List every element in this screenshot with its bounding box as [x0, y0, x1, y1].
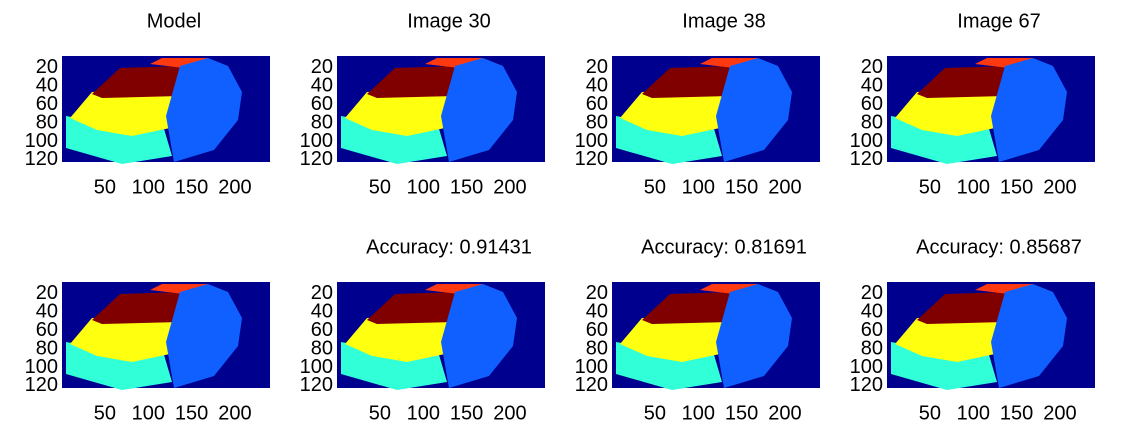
panel-title: Accuracy: 0.81691	[641, 236, 807, 258]
x-tick-label: 150	[450, 176, 483, 198]
panel-title: Image 38	[682, 10, 765, 32]
segmentation-image	[337, 56, 545, 164]
x-tick-label: 150	[1000, 176, 1033, 198]
x-tick-label: 200	[768, 402, 801, 424]
x-tick-label: 50	[369, 176, 391, 198]
x-tick-label: 200	[493, 402, 526, 424]
x-tick-label: 200	[768, 176, 801, 198]
x-tick-label: 50	[94, 402, 116, 424]
segmentation-image	[887, 282, 1095, 390]
y-tick-label: 120	[300, 374, 333, 396]
x-tick-label: 50	[94, 176, 116, 198]
panel-title: Accuracy: 0.85687	[916, 236, 1082, 258]
x-tick-label: 50	[644, 402, 666, 424]
panel-title: Model	[147, 10, 201, 32]
panel-title: Image 30	[407, 10, 490, 32]
segmentation-image	[337, 282, 545, 390]
x-tick-label: 50	[919, 176, 941, 198]
segmentation-image	[887, 56, 1095, 164]
x-tick-label: 200	[218, 402, 251, 424]
x-tick-label: 150	[450, 402, 483, 424]
x-tick-label: 150	[1000, 402, 1033, 424]
x-tick-label: 200	[218, 176, 251, 198]
panel-title: Accuracy: 0.91431	[366, 236, 532, 258]
x-tick-label: 100	[682, 402, 715, 424]
y-tick-label: 120	[25, 148, 58, 170]
x-tick-label: 100	[407, 176, 440, 198]
x-tick-label: 100	[407, 402, 440, 424]
y-tick-label: 120	[300, 148, 333, 170]
x-tick-label: 150	[725, 176, 758, 198]
x-tick-label: 100	[682, 176, 715, 198]
x-tick-label: 150	[175, 176, 208, 198]
x-tick-label: 200	[1043, 176, 1076, 198]
x-tick-label: 100	[132, 176, 165, 198]
segmentation-image	[62, 282, 270, 390]
x-tick-label: 50	[919, 402, 941, 424]
y-tick-label: 120	[575, 374, 608, 396]
figure: Model2040608010012050100150200Image 3020…	[0, 0, 1135, 429]
x-tick-label: 200	[1043, 402, 1076, 424]
x-tick-label: 100	[132, 402, 165, 424]
x-tick-label: 50	[644, 176, 666, 198]
x-tick-label: 50	[369, 402, 391, 424]
segmentation-image	[612, 56, 820, 164]
panel-title: Image 67	[957, 10, 1040, 32]
y-tick-label: 120	[850, 148, 883, 170]
x-tick-label: 200	[493, 176, 526, 198]
x-tick-label: 150	[175, 402, 208, 424]
segmentation-image	[612, 282, 820, 390]
y-tick-label: 120	[850, 374, 883, 396]
x-tick-label: 100	[957, 176, 990, 198]
segmentation-image	[62, 56, 270, 164]
y-tick-label: 120	[575, 148, 608, 170]
x-tick-label: 100	[957, 402, 990, 424]
x-tick-label: 150	[725, 402, 758, 424]
y-tick-label: 120	[25, 374, 58, 396]
